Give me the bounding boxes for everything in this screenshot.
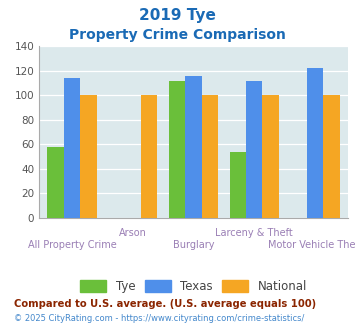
Bar [47,147,64,218]
Text: Larceny & Theft: Larceny & Theft [215,228,293,238]
Text: Arson: Arson [119,228,147,238]
Bar [80,95,97,218]
Bar [141,95,157,218]
Bar [202,95,218,218]
Bar [169,81,185,218]
Text: Burglary: Burglary [173,240,214,250]
Text: Compared to U.S. average. (U.S. average equals 100): Compared to U.S. average. (U.S. average … [14,299,316,309]
Bar [307,68,323,218]
Legend: Tye, Texas, National: Tye, Texas, National [75,275,312,298]
Bar [185,76,202,218]
Text: 2019 Tye: 2019 Tye [139,8,216,23]
Bar [64,78,80,218]
Text: Property Crime Comparison: Property Crime Comparison [69,28,286,42]
Text: All Property Crime: All Property Crime [27,240,116,250]
Bar [323,95,340,218]
Bar [246,81,262,218]
Text: © 2025 CityRating.com - https://www.cityrating.com/crime-statistics/: © 2025 CityRating.com - https://www.city… [14,314,305,323]
Bar [230,151,246,218]
Bar [262,95,279,218]
Text: Motor Vehicle Theft: Motor Vehicle Theft [268,240,355,250]
